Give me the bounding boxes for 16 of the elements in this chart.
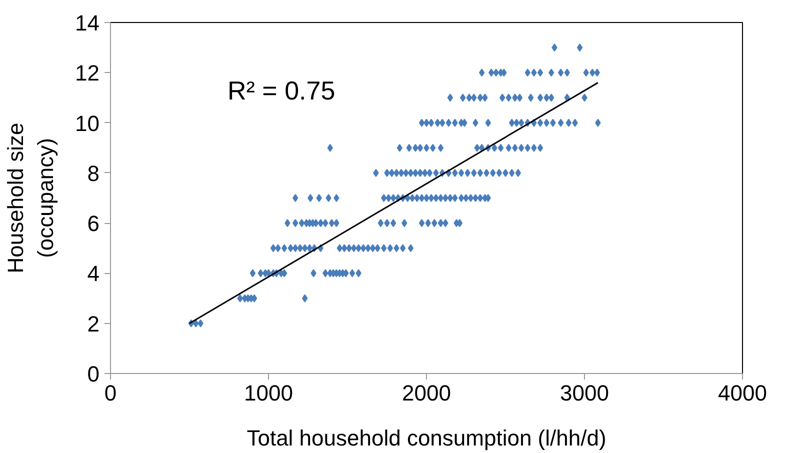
y-tick-label: 10 bbox=[75, 110, 100, 136]
y-tick-label: 8 bbox=[87, 160, 100, 186]
x-tick-label: 2000 bbox=[402, 380, 451, 406]
y-axis-title: Household size (occupancy) bbox=[3, 122, 58, 274]
y-tick-label: 2 bbox=[87, 311, 100, 336]
x-tick-label: 3000 bbox=[560, 380, 609, 406]
y-tick-label: 12 bbox=[75, 60, 100, 86]
x-axis-title: Total household consumption (l/hh/d) bbox=[246, 426, 606, 450]
x-tick-label: 1000 bbox=[244, 380, 293, 406]
y-tick-label: 4 bbox=[87, 261, 100, 286]
x-tick-label: 4000 bbox=[718, 380, 767, 406]
annotation: R² = 0.75 bbox=[228, 76, 336, 106]
x-tick-label: 0 bbox=[104, 380, 117, 406]
y-tick-label: 0 bbox=[87, 362, 100, 386]
y-tick-label: 6 bbox=[87, 211, 100, 236]
y-tick-label: 14 bbox=[75, 10, 100, 36]
